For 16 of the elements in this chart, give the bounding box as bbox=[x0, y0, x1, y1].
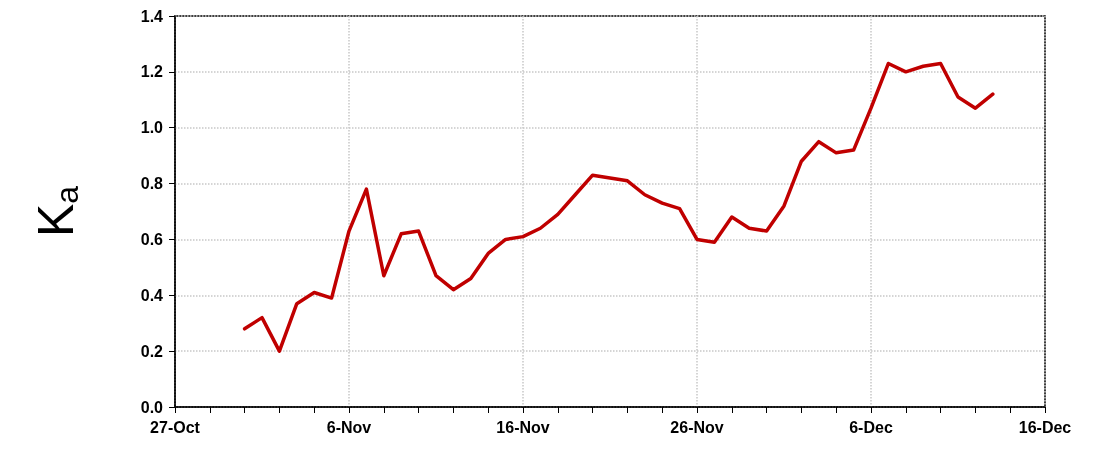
y-tick-label: 1.4 bbox=[140, 7, 164, 25]
y-tick-label: 0.4 bbox=[140, 286, 164, 304]
y-tick-label: 0.8 bbox=[140, 175, 164, 193]
x-tick-label: 16-Nov bbox=[496, 418, 550, 436]
x-tick-label: 6-Dec bbox=[849, 418, 893, 436]
y-tick-label: 1.2 bbox=[140, 63, 164, 81]
y-tick-label: 1.0 bbox=[140, 119, 164, 137]
y-tick-label: 0.6 bbox=[140, 230, 164, 248]
line-series bbox=[242, 61, 995, 353]
x-tick-label: 27-Oct bbox=[150, 418, 201, 436]
y-tick-label: 0.0 bbox=[140, 398, 164, 416]
x-tick-label: 16-Dec bbox=[1018, 418, 1072, 436]
y-tick-label: 0.2 bbox=[140, 342, 164, 360]
x-tick-label: 6-Nov bbox=[326, 418, 372, 436]
y-axis-title: Ka bbox=[28, 185, 85, 238]
x-tick-label: 26-Nov bbox=[670, 418, 724, 436]
